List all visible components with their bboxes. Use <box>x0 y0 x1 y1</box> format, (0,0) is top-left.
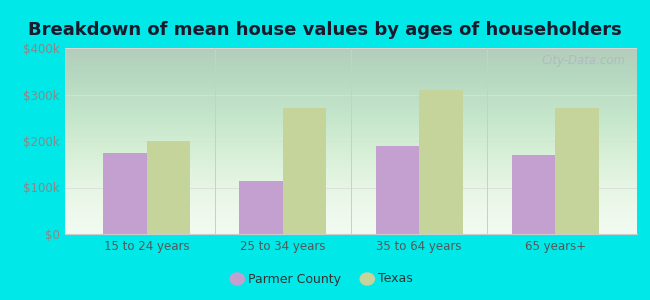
Bar <box>555 108 599 234</box>
Bar <box>103 153 147 234</box>
Text: Breakdown of mean house values by ages of householders: Breakdown of mean house values by ages o… <box>28 21 622 39</box>
Bar <box>512 155 555 234</box>
Text: City-Data.com: City-Data.com <box>541 54 625 67</box>
Bar <box>147 141 190 234</box>
Ellipse shape <box>230 273 244 285</box>
Bar <box>376 146 419 234</box>
Bar <box>283 108 326 234</box>
Text: Texas: Texas <box>378 272 413 286</box>
Bar <box>239 181 283 234</box>
Bar <box>419 90 463 234</box>
Text: Parmer County: Parmer County <box>248 272 341 286</box>
Ellipse shape <box>360 273 374 285</box>
